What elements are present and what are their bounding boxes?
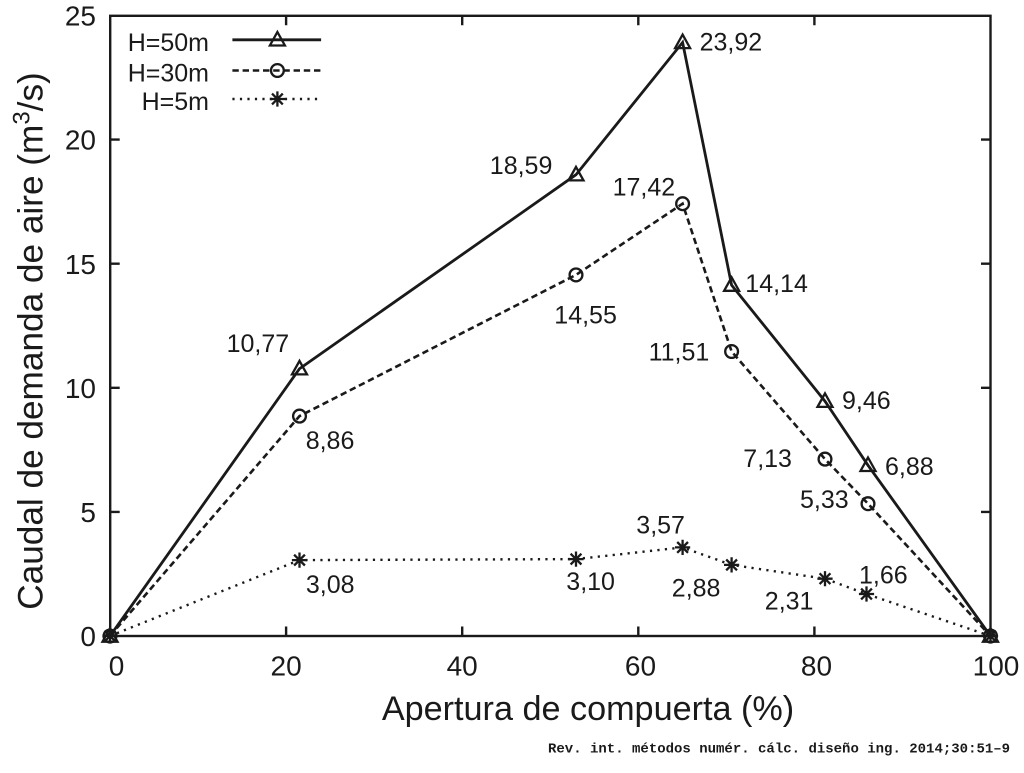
svg-text:0: 0: [109, 651, 125, 682]
svg-text:11,51: 11,51: [649, 339, 710, 367]
svg-text:10,77: 10,77: [227, 330, 290, 358]
svg-text:1,66: 1,66: [859, 562, 908, 590]
svg-text:H=5m: H=5m: [142, 88, 209, 116]
svg-text:6,88: 6,88: [885, 453, 934, 481]
svg-text:H=30m: H=30m: [128, 60, 209, 88]
svg-text:Apertura de compuerta (%): Apertura de compuerta (%): [382, 690, 794, 728]
svg-text:2,88: 2,88: [672, 575, 721, 603]
svg-text:25: 25: [65, 1, 96, 32]
svg-text:5: 5: [80, 497, 96, 528]
svg-text:0: 0: [80, 621, 96, 652]
svg-text:15: 15: [65, 249, 96, 280]
svg-text:Caudal de demanda de aire (m3/: Caudal de demanda de aire (m3/s): [9, 72, 51, 610]
svg-text:20: 20: [65, 125, 96, 156]
svg-text:40: 40: [447, 651, 478, 682]
svg-text:3,10: 3,10: [566, 568, 615, 596]
svg-text:10: 10: [65, 373, 96, 404]
svg-text:3,57: 3,57: [636, 512, 685, 540]
svg-text:8,86: 8,86: [306, 427, 355, 455]
svg-text:3,08: 3,08: [306, 571, 355, 599]
svg-text:80: 80: [801, 651, 832, 682]
svg-text:Rev. int. métodos numér. cálc.: Rev. int. métodos numér. cálc. diseño in…: [548, 741, 1010, 757]
svg-text:14,55: 14,55: [554, 302, 617, 330]
svg-text:2,31: 2,31: [765, 588, 814, 616]
svg-text:18,59: 18,59: [490, 152, 553, 180]
svg-text:14,14: 14,14: [745, 270, 808, 298]
svg-text:20: 20: [271, 651, 302, 682]
svg-text:H=50m: H=50m: [128, 29, 209, 57]
svg-text:100: 100: [973, 651, 1020, 682]
svg-text:17,42: 17,42: [613, 174, 676, 202]
svg-text:7,13: 7,13: [743, 445, 792, 473]
svg-text:9,46: 9,46: [842, 387, 891, 415]
svg-text:60: 60: [625, 651, 656, 682]
svg-text:5,33: 5,33: [800, 486, 849, 514]
svg-text:23,92: 23,92: [700, 29, 763, 57]
